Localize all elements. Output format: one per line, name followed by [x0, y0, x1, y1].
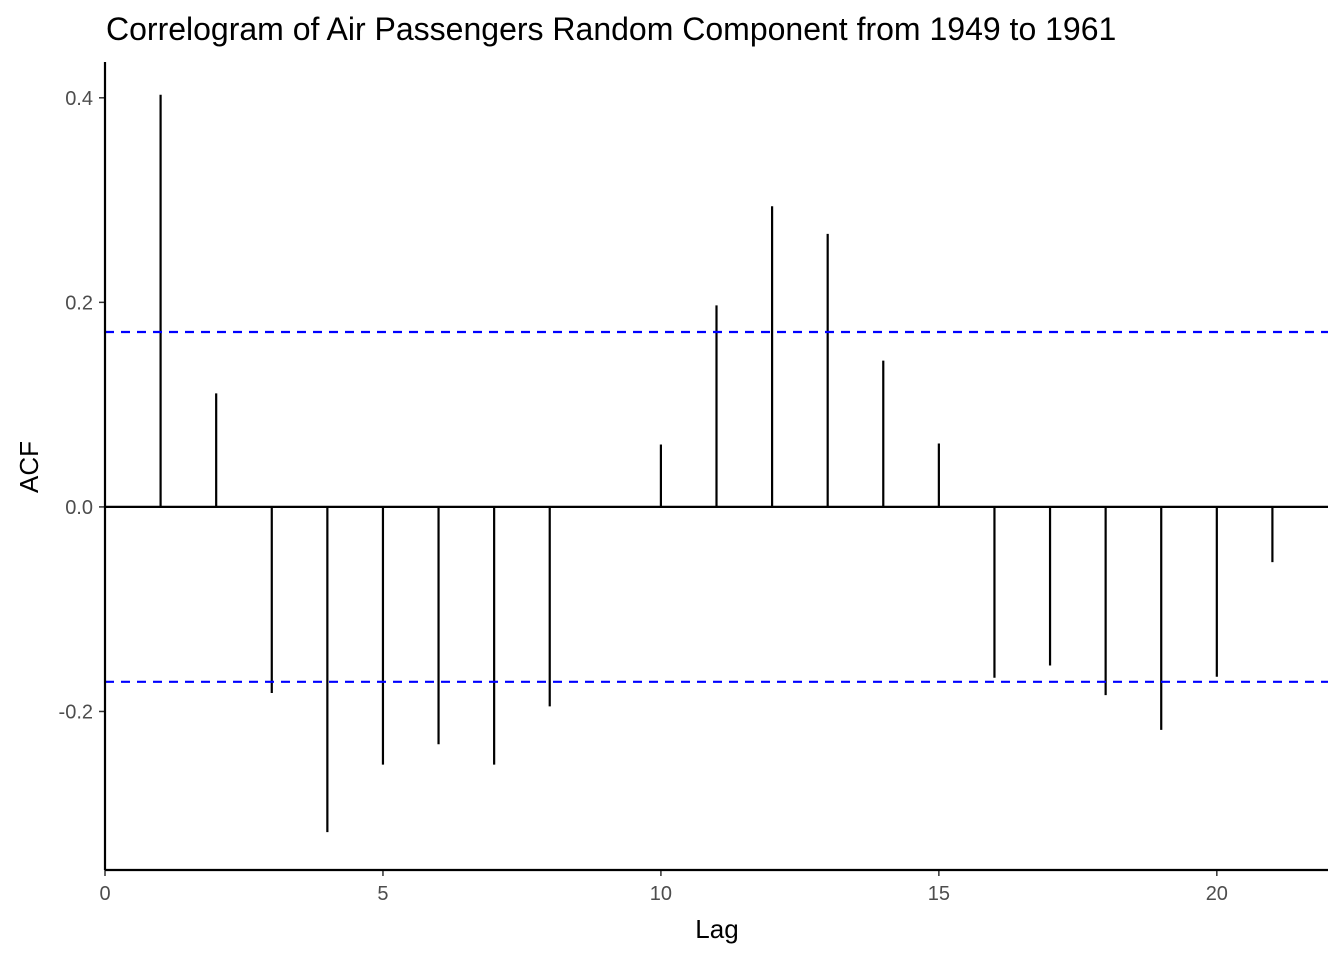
- chart-title: Correlogram of Air Passengers Random Com…: [106, 11, 1116, 47]
- y-axis-ticks: -0.2 0.0 0.2 0.4: [59, 88, 105, 723]
- y-tick-label: 0.2: [65, 292, 93, 314]
- x-tick-label: 15: [928, 883, 950, 905]
- x-axis-ticks: 0 5 10 15 20: [99, 870, 1228, 905]
- y-tick-label: 0.4: [65, 88, 93, 110]
- x-axis-title: Lag: [695, 914, 738, 944]
- confidence-lines: [105, 330, 1328, 683]
- y-axis-title: ACF: [14, 441, 44, 493]
- acf-bars: [159, 94, 1274, 833]
- x-tick-label: 10: [650, 883, 672, 905]
- x-tick-label: 20: [1206, 883, 1228, 905]
- x-tick-label: 5: [377, 883, 388, 905]
- y-tick-label: -0.2: [59, 701, 93, 723]
- x-tick-label: 0: [99, 883, 110, 905]
- y-tick-label: 0.0: [65, 497, 93, 519]
